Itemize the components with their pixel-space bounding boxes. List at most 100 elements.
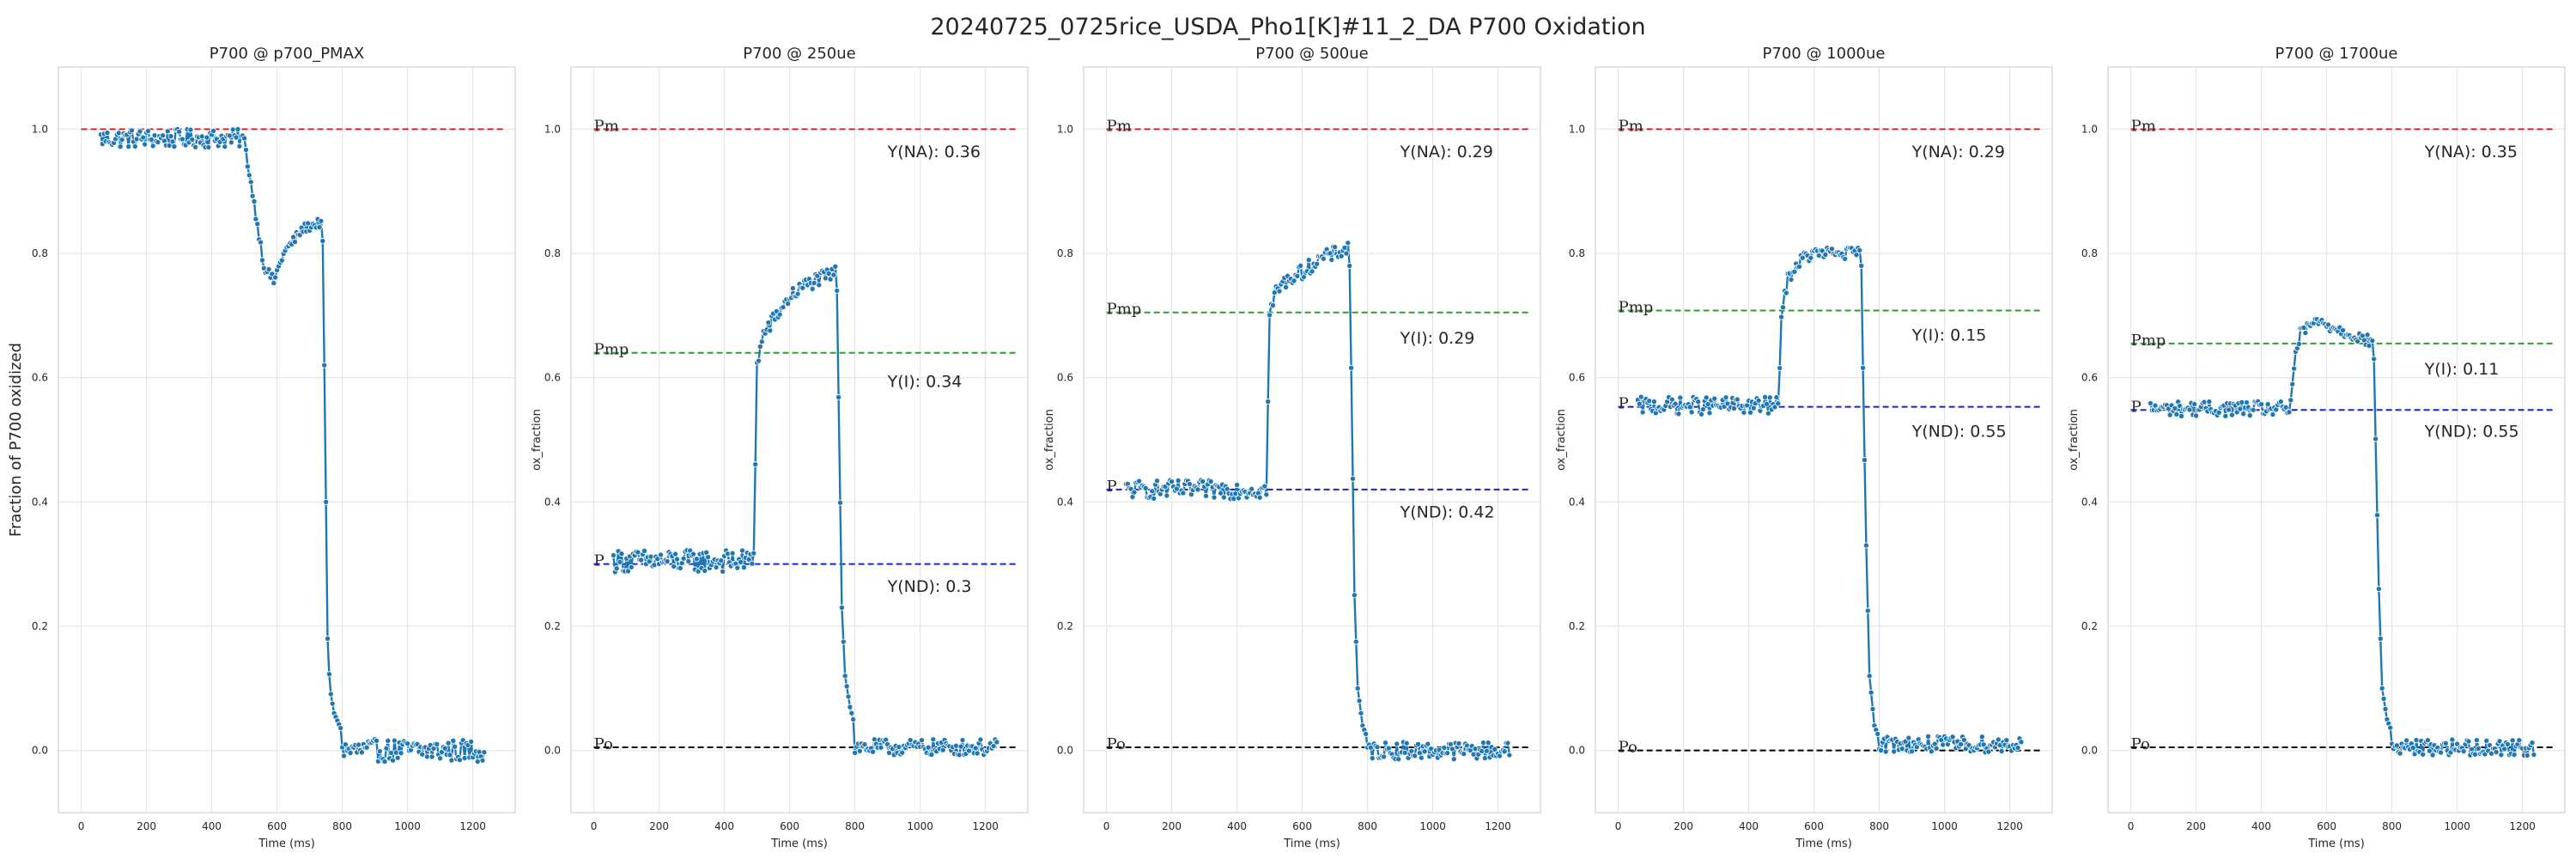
series-point [1418, 754, 1425, 761]
series-point [780, 304, 787, 311]
plot-area [571, 67, 1028, 813]
x-tick-label: 200 [137, 820, 156, 832]
series-point [149, 143, 156, 149]
y-tick-label: 0.8 [1057, 247, 1073, 259]
series-point [428, 753, 435, 760]
series-point [2147, 400, 2154, 407]
x-tick-label: 600 [1292, 820, 1312, 832]
series-point [1856, 247, 1863, 253]
y-tick-label: 1.0 [544, 123, 561, 135]
series-point [1149, 488, 1156, 495]
annotation-text: Y(NA): 0.35 [2424, 143, 2518, 161]
series-point [229, 126, 236, 133]
series-point [2289, 381, 2296, 387]
x-tick-label: 200 [1674, 820, 1693, 832]
series-point [830, 271, 837, 278]
series-point [115, 130, 122, 137]
series-point [355, 741, 362, 748]
series-point [1677, 394, 1684, 401]
series-point [2488, 750, 2494, 757]
series-point [809, 285, 816, 292]
series-point [693, 556, 700, 563]
series-point [799, 284, 806, 291]
series-point [1421, 748, 1428, 755]
series-point [1765, 410, 1771, 417]
axes-frame [570, 66, 1029, 813]
series-point [2222, 412, 2229, 419]
series-point [1230, 496, 1237, 503]
x-tick-label: 1200 [972, 820, 999, 832]
series-point [1163, 492, 1170, 499]
series-point [2530, 752, 2537, 758]
chart-panel: 0 200 400 600 800 1000 1200 0.0 0.2 0.4 0.6 0.8 1.0 P… [2068, 45, 2566, 850]
series-point [258, 257, 265, 264]
series-point [258, 239, 264, 246]
series-point [811, 279, 817, 286]
series-point [2340, 326, 2347, 333]
series-point [1263, 491, 1270, 498]
series-point [1909, 748, 1916, 755]
series-point [685, 557, 692, 564]
series-point [2382, 705, 2389, 712]
y-tick-label: 0.4 [1569, 496, 1585, 508]
series-point [993, 739, 1000, 746]
x-tick-label: 200 [1162, 820, 1182, 832]
series-point [2201, 399, 2208, 405]
series-point [1858, 262, 1865, 269]
series-point [404, 740, 411, 747]
reference-label: Pm [1107, 117, 1132, 135]
series-point [1341, 244, 1348, 251]
series-point [856, 747, 863, 754]
series-point [2493, 749, 2500, 756]
series-point [2237, 405, 2244, 412]
series-point [1864, 607, 1871, 614]
series-point [2286, 409, 2293, 416]
series-point [1283, 283, 1290, 290]
series-point [1346, 262, 1353, 269]
series-point [1706, 410, 1713, 417]
series-point [674, 556, 681, 563]
series-point [1328, 256, 1335, 263]
x-tick-label: 200 [649, 820, 669, 832]
series-point [1688, 409, 1695, 416]
series-point [1899, 746, 1905, 752]
x-tick-label: 800 [1358, 820, 1377, 832]
series-point [705, 554, 712, 561]
series-point [1724, 400, 1731, 407]
series-point [1200, 478, 1206, 484]
series-point [2501, 746, 2508, 752]
series-point [2471, 751, 2478, 758]
series-point [739, 547, 746, 554]
series-point [133, 136, 140, 143]
series-point [1480, 740, 1487, 746]
y-tick-label: 0.6 [544, 372, 561, 384]
series-point [745, 556, 752, 563]
series-point [2003, 737, 2010, 744]
x-tick-label: 400 [2251, 820, 2271, 832]
series-point [452, 743, 459, 750]
series-point [1741, 409, 1747, 416]
y-tick-label: 0.8 [544, 247, 561, 259]
series-point [434, 740, 440, 747]
axes-frame [1595, 66, 2053, 813]
series-point [2240, 411, 2247, 417]
series-point [254, 221, 261, 228]
series-point [164, 128, 171, 135]
series-point [1734, 396, 1741, 403]
series-point [329, 700, 336, 707]
y-tick-label: 0.4 [32, 496, 48, 508]
series-point [878, 744, 884, 751]
series-point [848, 710, 855, 716]
x-tick-label: 200 [2186, 820, 2206, 832]
series-point [394, 754, 401, 761]
series-point [977, 736, 984, 743]
series-point [2282, 404, 2289, 411]
series-point [1762, 393, 1769, 400]
series-point [847, 704, 854, 710]
series-point [2302, 330, 2309, 337]
series-point [1297, 262, 1304, 269]
series-point [702, 567, 708, 574]
series-point [1791, 268, 1798, 275]
series-point [2014, 745, 2021, 752]
series-point [278, 257, 285, 264]
